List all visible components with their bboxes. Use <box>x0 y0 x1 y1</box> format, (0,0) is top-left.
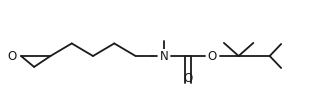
Text: O: O <box>8 50 17 62</box>
Text: O: O <box>208 50 217 62</box>
Text: O: O <box>183 72 192 85</box>
Text: N: N <box>160 50 168 62</box>
